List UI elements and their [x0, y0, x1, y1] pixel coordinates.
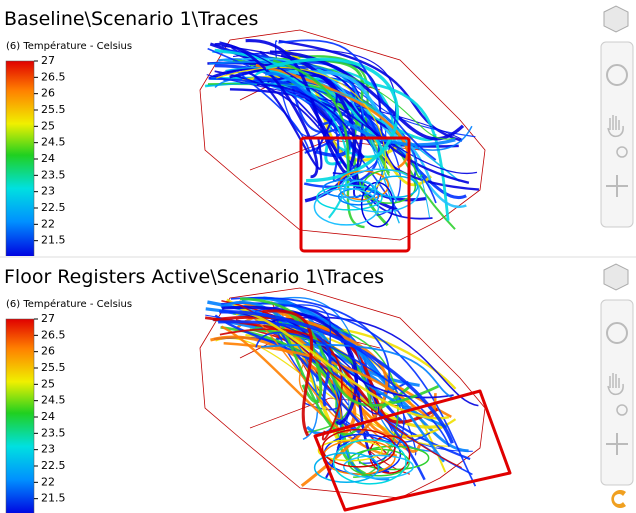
streamline — [219, 310, 454, 444]
streamline — [261, 343, 453, 399]
vortex — [321, 428, 396, 468]
scale-label: 26.5 — [41, 328, 66, 341]
scale-label: 21.5 — [41, 234, 66, 247]
scale-label: 23.5 — [41, 168, 66, 181]
legend-title: (6) Température - Celsius — [6, 40, 132, 52]
vortex — [313, 187, 380, 226]
view-cube — [603, 5, 629, 33]
color-bar — [5, 318, 35, 513]
vortex — [316, 184, 383, 211]
scale-label: 22.5 — [41, 201, 66, 214]
steering-wheel — [606, 322, 628, 344]
pan-tool — [607, 373, 624, 396]
scale-label: 22.5 — [41, 459, 66, 472]
logo — [611, 490, 626, 508]
scale-label: 22 — [41, 475, 55, 488]
panel: Floor Registers Active\Scenario 1\Traces… — [4, 263, 634, 513]
streamline — [272, 59, 365, 229]
streamline — [206, 74, 462, 140]
vortex — [343, 179, 377, 203]
vortex — [339, 168, 420, 213]
streamline — [214, 43, 319, 179]
streamline — [254, 318, 342, 420]
scale-label: 27 — [41, 54, 55, 67]
panel-title: Baseline\Scenario 1\Traces — [4, 8, 258, 30]
view-cube — [603, 263, 629, 291]
scale-label: 23 — [41, 443, 55, 456]
streamline — [229, 66, 470, 184]
vortex — [332, 439, 407, 485]
vortex — [374, 175, 419, 199]
highlight-box — [313, 389, 512, 512]
pan-tool — [607, 115, 624, 138]
scale-label: 27 — [41, 312, 55, 325]
scale-label: 24 — [41, 152, 55, 165]
streamline — [278, 39, 463, 142]
orbit-tool — [606, 433, 628, 455]
legend-title: (6) Température - Celsius — [6, 298, 132, 310]
streamline — [236, 70, 311, 152]
streamline — [219, 41, 478, 175]
scale-label: 24.5 — [41, 136, 66, 149]
vortex — [368, 435, 411, 474]
scale-label: 26 — [41, 87, 55, 100]
scale-label: 21.5 — [41, 492, 66, 505]
streamline — [262, 309, 314, 437]
scale-label: 24 — [41, 410, 55, 423]
scale-label: 24.5 — [41, 394, 66, 407]
color-bar — [5, 60, 35, 256]
highlight-box — [299, 136, 411, 253]
streamline — [261, 55, 456, 140]
streamline — [254, 75, 351, 158]
streamline — [209, 61, 369, 131]
nav-bar — [600, 299, 634, 486]
scale-label: 25.5 — [41, 103, 66, 116]
streamline — [255, 63, 409, 169]
scale-label: 25.5 — [41, 361, 66, 374]
scale-label: 26 — [41, 345, 55, 358]
vortex — [347, 448, 410, 477]
panel-title: Floor Registers Active\Scenario 1\Traces — [4, 266, 384, 288]
orbit-tool — [606, 175, 628, 197]
streamline — [219, 328, 343, 441]
streamline — [278, 39, 437, 161]
streamline — [220, 325, 397, 457]
vortex — [343, 454, 414, 479]
nav-bar — [600, 41, 634, 228]
scale-label: 26.5 — [41, 70, 66, 83]
streamline — [240, 297, 439, 407]
steering-wheel — [606, 64, 628, 86]
panel: Baseline\Scenario 1\Traces (6) Températur… — [4, 5, 634, 256]
scale-label: 25 — [41, 119, 55, 132]
vortex — [337, 187, 380, 206]
streamline — [255, 331, 450, 448]
scale-label: 23 — [41, 185, 55, 198]
streamline — [275, 296, 435, 452]
scale-label: 22 — [41, 217, 55, 230]
zoom-tool — [616, 404, 628, 416]
zoom-tool — [616, 146, 628, 158]
scale-label: 23.5 — [41, 426, 66, 439]
scale-label: 25 — [41, 377, 55, 390]
vortex — [313, 452, 380, 484]
